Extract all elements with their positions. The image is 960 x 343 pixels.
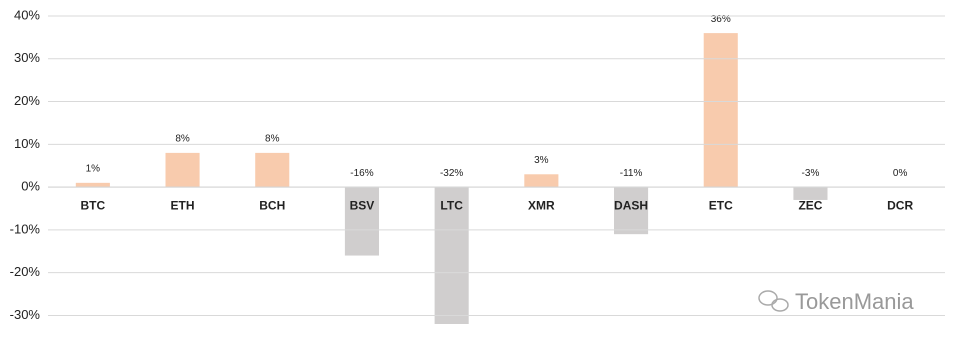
y-tick-label: 10% <box>14 136 40 151</box>
x-tick-label: BSV <box>350 198 375 212</box>
value-label: 1% <box>86 163 101 174</box>
x-tick-label: ETC <box>709 198 733 212</box>
bar <box>75 182 110 188</box>
x-tick-label: BCH <box>259 198 285 212</box>
value-label: -3% <box>802 168 820 179</box>
bar <box>165 152 200 188</box>
value-label: 3% <box>534 155 549 166</box>
value-label: -16% <box>350 168 373 179</box>
watermark-icon <box>758 290 789 312</box>
x-tick-label: DASH <box>614 198 648 212</box>
value-label: 8% <box>265 134 280 145</box>
y-tick-label: 40% <box>14 7 40 22</box>
x-tick-label: ZEC <box>798 198 822 212</box>
bar <box>434 187 469 324</box>
watermark: TokenMania <box>795 289 914 314</box>
value-label: -11% <box>620 168 643 179</box>
bar <box>344 187 379 256</box>
x-tick-label: BTC <box>81 198 106 212</box>
value-label: 8% <box>175 134 190 145</box>
x-tick-label: LTC <box>440 198 463 212</box>
value-label: 36% <box>711 14 731 25</box>
bar <box>614 187 649 235</box>
x-tick-label: ETH <box>171 198 195 212</box>
x-tick-label: DCR <box>887 198 913 212</box>
y-tick-label: 20% <box>14 93 40 108</box>
bar <box>793 187 828 200</box>
x-tick-label: XMR <box>528 198 555 212</box>
y-tick-label: -30% <box>10 307 41 322</box>
y-tick-label: -10% <box>10 221 41 236</box>
y-tick-label: -20% <box>10 264 41 279</box>
y-tick-label: 30% <box>14 50 40 65</box>
bar <box>524 174 559 188</box>
bar <box>255 152 290 188</box>
y-tick-label: 0% <box>21 179 40 194</box>
bar <box>703 33 738 188</box>
value-label: 0% <box>893 168 908 179</box>
value-label: -32% <box>440 168 463 179</box>
